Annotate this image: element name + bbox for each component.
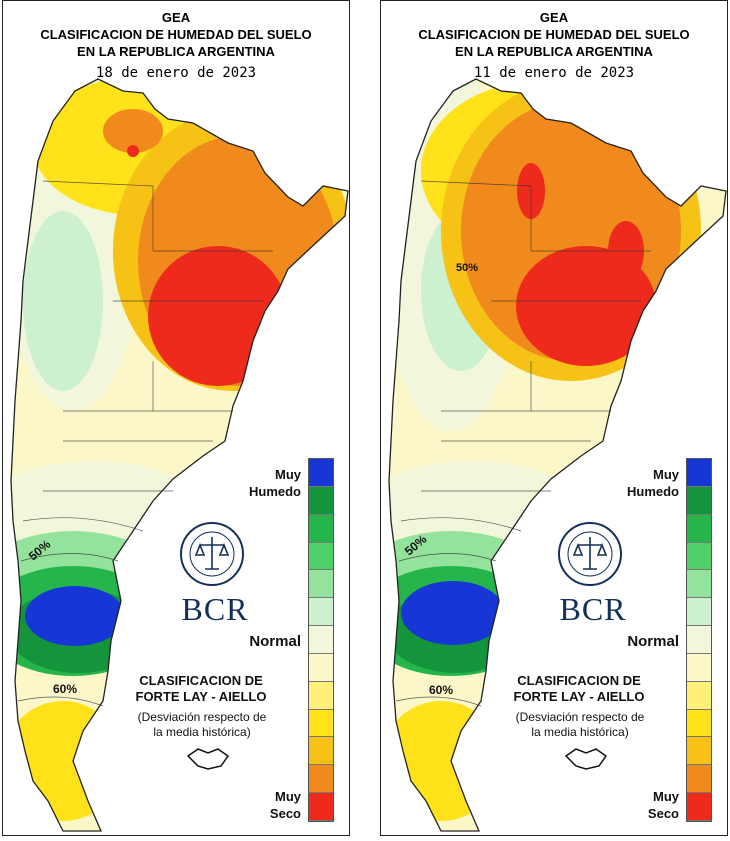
bcr-seal-icon (558, 522, 622, 586)
legend-label-seco: Seco (269, 806, 301, 821)
legend-swatch (309, 486, 333, 515)
header-line-1: GEA (161, 10, 191, 25)
legend-swatch (309, 681, 333, 710)
header-line-3: EN LA REPUBLICA ARGENTINA (77, 44, 275, 59)
color-legend (308, 458, 334, 822)
legend-swatch (687, 459, 711, 487)
legend-label-muy: Muy (275, 789, 301, 804)
classification-subtitle-1: (Desviación respecto de (137, 710, 267, 724)
legend-swatch (687, 542, 711, 571)
legend-swatch (687, 486, 711, 515)
legend-swatch (309, 709, 333, 738)
bcr-seal-icon (180, 522, 244, 586)
legend-swatch (309, 765, 333, 794)
legend-label-muy: Muy (653, 789, 679, 804)
classification-title-2: FORTE LAY - AIELLO (513, 689, 645, 704)
legend-swatch (309, 793, 333, 821)
classification-title-1: CLASIFICACION DE (139, 673, 263, 688)
legend-swatch (687, 681, 711, 710)
legend-swatch (687, 765, 711, 794)
classification-title-2: FORTE LAY - AIELLO (135, 689, 267, 704)
legend-swatch (309, 570, 333, 599)
legend-swatch (687, 793, 711, 821)
legend-swatch (687, 653, 711, 682)
bcr-logo-text: BCR (181, 591, 249, 627)
contour-label: 50% (456, 262, 478, 274)
bcr-logo-text: BCR (559, 591, 627, 627)
legend-swatch (309, 598, 333, 627)
legend-swatch (309, 737, 333, 766)
legend-label-muy: Muy (275, 467, 301, 482)
legend-swatch (309, 459, 333, 487)
header-line-2: CLASIFICACION DE HUMEDAD DEL SUELO (418, 27, 690, 42)
map-panel-jan-18: GEA CLASIFICACION DE HUMEDAD DEL SUELO E… (2, 0, 350, 836)
legend-label-humedo: Humedo (627, 484, 679, 499)
legend-swatch (687, 626, 711, 654)
malvinas-islands-icon (186, 748, 230, 770)
legend-swatch (687, 598, 711, 627)
legend-swatch (309, 514, 333, 543)
contour-label: 60% (429, 683, 453, 697)
legend-swatch (309, 626, 333, 654)
map-date: 18 de enero de 2023 (95, 65, 257, 81)
legend-swatch (687, 709, 711, 738)
classification-subtitle-2: la media histórica) (531, 725, 629, 739)
legend-swatch (309, 542, 333, 571)
classification-subtitle-2: la media histórica) (153, 725, 251, 739)
legend-label-humedo: Humedo (249, 484, 301, 499)
header-line-1: GEA (539, 10, 569, 25)
legend-swatch (309, 653, 333, 682)
header-line-3: EN LA REPUBLICA ARGENTINA (455, 44, 653, 59)
legend-label-normal: Normal (249, 633, 301, 650)
argentina-soil-moisture-map: 50% 50% 60% (388, 78, 727, 832)
classification-title-1: CLASIFICACION DE (517, 673, 641, 688)
map-panel-jan-11: GEA CLASIFICACION DE HUMEDAD DEL SUELO E… (380, 0, 728, 836)
malvinas-islands-icon (564, 748, 608, 770)
legend-swatch (687, 514, 711, 543)
legend-label-seco: Seco (647, 806, 679, 821)
legend-swatch (687, 737, 711, 766)
map-date: 11 de enero de 2023 (473, 65, 635, 81)
header-line-2: CLASIFICACION DE HUMEDAD DEL SUELO (40, 27, 312, 42)
argentina-soil-moisture-map: 50% 60% (10, 78, 349, 832)
contour-label: 60% (53, 682, 77, 696)
legend-swatch (687, 570, 711, 599)
classification-subtitle-1: (Desviación respecto de (515, 710, 645, 724)
color-legend (686, 458, 712, 822)
legend-label-normal: Normal (627, 633, 679, 650)
legend-label-muy: Muy (653, 467, 679, 482)
